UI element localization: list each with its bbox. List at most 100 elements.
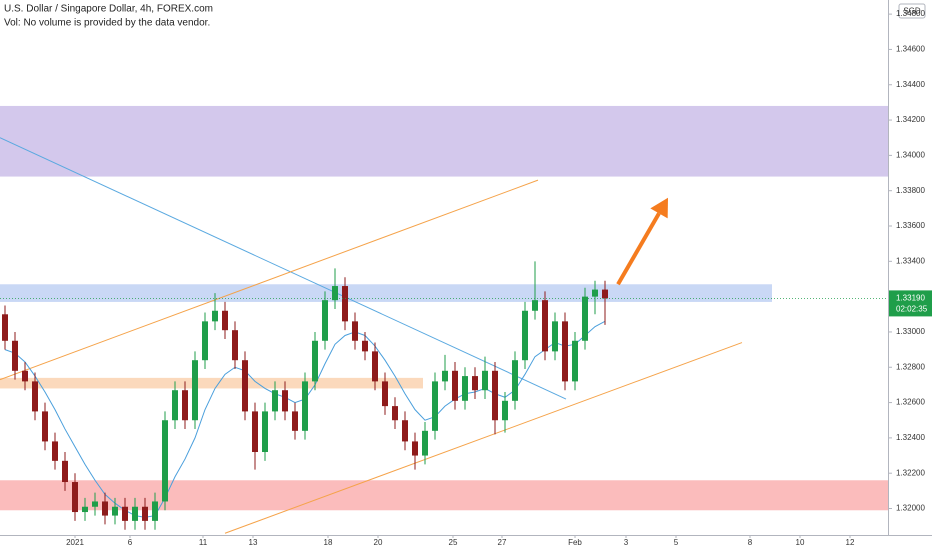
x-tick-label: 27 <box>498 538 507 547</box>
candle-body <box>432 381 438 431</box>
currency-box[interactable] <box>898 3 926 19</box>
candle-body <box>272 390 278 412</box>
x-tick-label: 5 <box>674 538 679 547</box>
last-price-label: 1.33190 <box>896 294 925 303</box>
trend-line <box>0 137 567 400</box>
candle-body <box>352 321 358 341</box>
candle-body <box>472 376 478 391</box>
candle-body <box>322 300 328 341</box>
arrow-shaft <box>616 212 661 286</box>
y-tick-label: 1.34600 <box>896 45 925 54</box>
trend-line <box>224 342 743 534</box>
zone <box>0 284 772 302</box>
candle-body <box>292 411 298 431</box>
candle-body <box>382 381 388 407</box>
trend-line <box>0 179 539 381</box>
x-tick-label: 8 <box>748 538 753 547</box>
candle-body <box>362 340 368 352</box>
y-tick-label: 1.33600 <box>896 221 925 230</box>
candle-body <box>392 406 398 421</box>
candle-body <box>222 310 228 331</box>
countdown: 02:02:35 <box>896 305 928 314</box>
arrow-head <box>650 197 668 219</box>
candle-body <box>512 360 518 401</box>
candle-body <box>572 340 578 382</box>
candle-body <box>332 286 338 301</box>
candle-body <box>412 441 418 456</box>
y-tick-label: 1.32000 <box>896 504 925 513</box>
candle-body <box>522 310 528 361</box>
y-tick-label: 1.32600 <box>896 398 925 407</box>
candle-body <box>112 506 118 516</box>
y-tick-label: 1.33000 <box>896 327 925 336</box>
candle-body <box>152 501 158 521</box>
candle-body <box>62 460 68 483</box>
candle-body <box>22 370 28 382</box>
price-axis-bg <box>888 0 932 550</box>
candle-body <box>92 501 98 507</box>
candle-body <box>302 381 308 431</box>
x-tick-label: 18 <box>324 538 333 547</box>
zone <box>0 377 423 389</box>
x-tick-label: 13 <box>249 538 258 547</box>
candle-body <box>212 310 218 322</box>
zone <box>0 480 888 511</box>
y-tick-label: 1.32400 <box>896 433 925 442</box>
candle-body <box>122 506 128 521</box>
candle-body <box>262 411 268 453</box>
candle-body <box>252 411 258 453</box>
y-tick-label: 1.34200 <box>896 115 925 124</box>
candle-body <box>32 381 38 412</box>
candle-body <box>592 289 598 297</box>
x-tick-label: 2021 <box>66 538 84 547</box>
x-tick-label: 6 <box>128 538 133 547</box>
plot-area <box>0 105 888 534</box>
x-tick-label: 3 <box>624 538 629 547</box>
candle-body <box>582 296 588 341</box>
candle-body <box>282 390 288 412</box>
candle-body <box>442 370 448 382</box>
chart-subtitle: Vol: No volume is provided by the data v… <box>4 18 210 29</box>
currency-label[interactable]: SGD <box>903 7 921 16</box>
candle-body <box>602 289 608 299</box>
candle-body <box>242 360 248 412</box>
candle-body <box>162 420 168 502</box>
candle-body <box>562 321 568 382</box>
x-tick-label: 10 <box>796 538 805 547</box>
chart-title: U.S. Dollar / Singapore Dollar, 4h, FORE… <box>4 4 213 15</box>
x-tick-label: 25 <box>449 538 458 547</box>
last-price-box <box>889 290 932 317</box>
candle-body <box>542 300 548 352</box>
candle-body <box>372 351 378 382</box>
x-tick-label: 20 <box>374 538 383 547</box>
zone <box>0 105 888 177</box>
y-tick-label: 1.32800 <box>896 362 925 371</box>
candle-body <box>452 370 458 401</box>
candle-body <box>72 482 78 513</box>
candle-body <box>52 441 58 461</box>
candle-body <box>202 321 208 361</box>
y-tick-label: 1.33800 <box>896 186 925 195</box>
candle-body <box>462 376 468 401</box>
candle-body <box>232 330 238 361</box>
candle-body <box>552 321 558 352</box>
candle-body <box>12 340 18 371</box>
candle-body <box>42 411 48 442</box>
candle-body <box>82 506 88 513</box>
x-tick-label: Feb <box>568 538 582 547</box>
candle-body <box>2 314 8 341</box>
candle-body <box>482 370 488 391</box>
candle-body <box>132 506 138 521</box>
y-tick-label: 1.34000 <box>896 150 925 159</box>
candle-body <box>422 430 428 456</box>
x-tick-label: 12 <box>846 538 855 547</box>
y-tick-label: 1.32200 <box>896 468 925 477</box>
y-tick-label: 1.33400 <box>896 256 925 265</box>
y-tick-label: 1.34400 <box>896 80 925 89</box>
candle-body <box>102 501 108 516</box>
candle-body <box>142 506 148 521</box>
candle-body <box>312 340 318 382</box>
candle-body <box>342 286 348 322</box>
x-tick-label: 11 <box>199 538 208 547</box>
